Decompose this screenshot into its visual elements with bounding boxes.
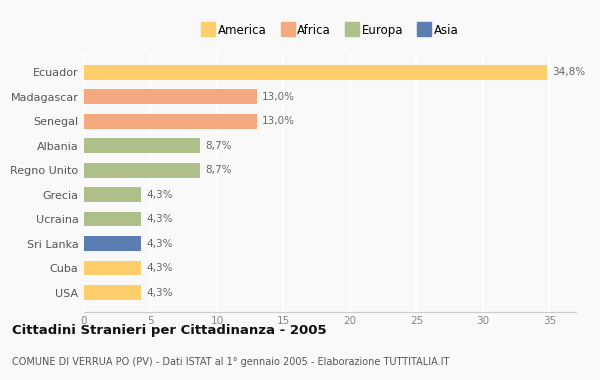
Bar <box>84 89 257 104</box>
Text: 4,3%: 4,3% <box>146 239 173 249</box>
Text: 34,8%: 34,8% <box>552 67 585 77</box>
Text: 4,3%: 4,3% <box>146 288 173 298</box>
Text: 4,3%: 4,3% <box>146 263 173 273</box>
Bar <box>84 212 141 226</box>
Text: COMUNE DI VERRUA PO (PV) - Dati ISTAT al 1° gennaio 2005 - Elaborazione TUTTITAL: COMUNE DI VERRUA PO (PV) - Dati ISTAT al… <box>12 357 449 367</box>
Legend: America, Africa, Europa, Asia: America, Africa, Europa, Asia <box>197 20 463 42</box>
Text: Cittadini Stranieri per Cittadinanza - 2005: Cittadini Stranieri per Cittadinanza - 2… <box>12 325 326 337</box>
Text: 13,0%: 13,0% <box>262 116 295 126</box>
Bar <box>84 114 257 128</box>
Text: 13,0%: 13,0% <box>262 92 295 102</box>
Bar <box>84 261 141 276</box>
Text: 4,3%: 4,3% <box>146 214 173 224</box>
Bar <box>84 187 141 202</box>
Bar <box>84 163 200 177</box>
Bar <box>84 285 141 300</box>
Bar <box>84 65 547 80</box>
Bar <box>84 236 141 251</box>
Bar <box>84 138 200 153</box>
Text: 8,7%: 8,7% <box>205 165 232 175</box>
Text: 8,7%: 8,7% <box>205 141 232 151</box>
Text: 4,3%: 4,3% <box>146 190 173 200</box>
